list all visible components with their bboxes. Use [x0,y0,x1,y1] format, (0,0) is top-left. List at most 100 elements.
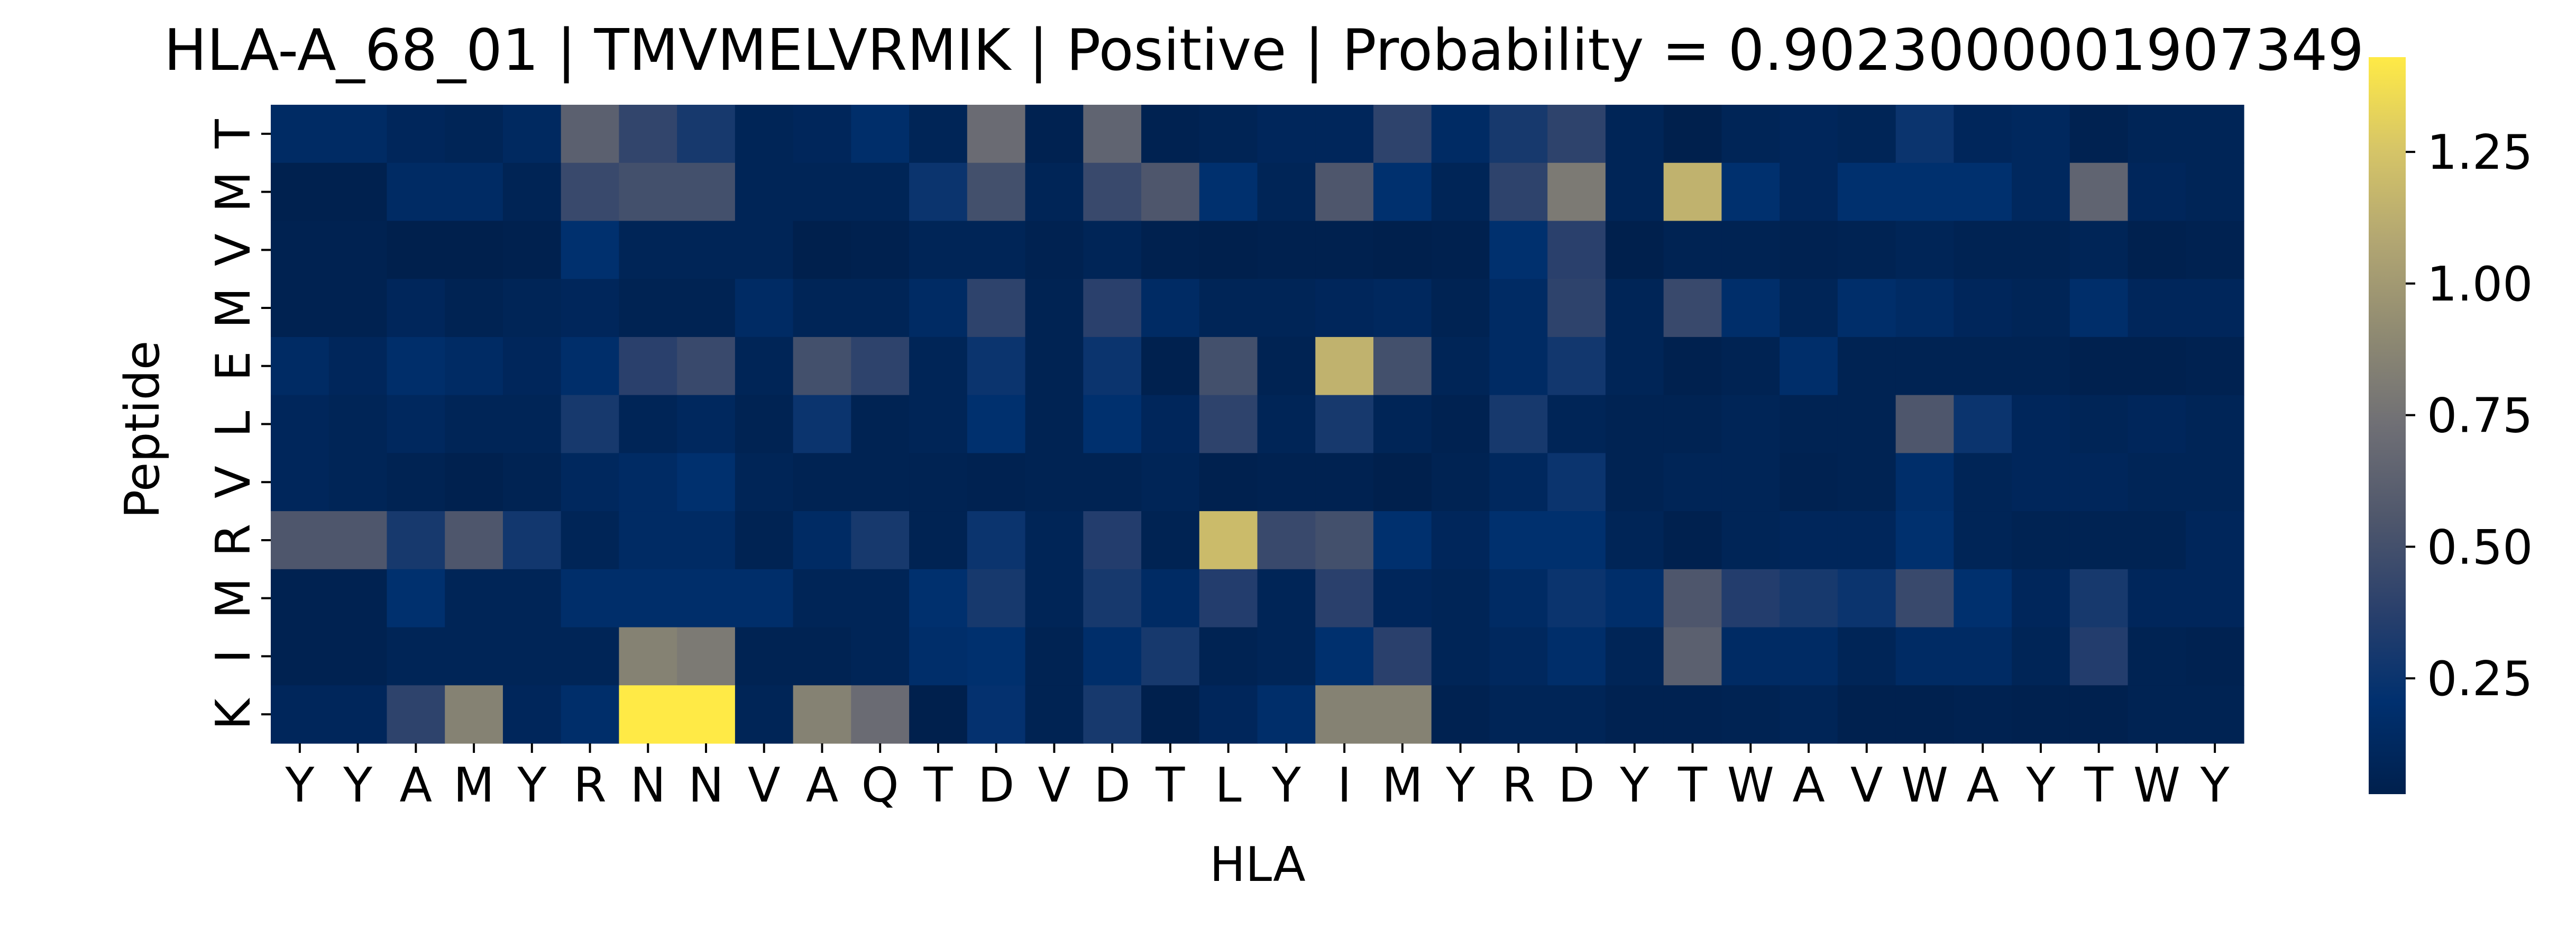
heatmap-cell [1199,627,1258,686]
heatmap-cell [1489,395,1548,453]
heatmap-cell [619,453,677,512]
heatmap-cell [1025,453,1084,512]
heatmap-cell [2128,395,2186,453]
heatmap-cell [2186,511,2244,570]
heatmap-cell [502,453,562,512]
heatmap-cell [909,105,968,163]
heatmap-cell [561,453,620,512]
heatmap-cell [387,221,445,279]
heatmap-cell [677,511,736,570]
heatmap-cell [2186,395,2244,453]
heatmap-cell [561,395,620,453]
heatmap-cell [1721,627,1780,686]
heatmap-cell [1431,685,1490,744]
heatmap-cell [1373,105,1432,163]
heatmap-cell [502,511,562,570]
x-axis-label: HLA [1209,837,1305,893]
x-tick-label: L [1215,758,1242,813]
heatmap-cell [328,105,388,163]
heatmap-cell [1721,336,1780,396]
heatmap-cell [1895,511,1954,570]
heatmap-cell [1373,453,1432,512]
heatmap-cell [328,336,388,396]
heatmap-cell [1954,105,2012,163]
heatmap-cell [1373,336,1432,396]
heatmap-cell [2012,395,2070,453]
heatmap-cell [1431,511,1490,570]
x-tick-label: A [1792,758,1825,813]
heatmap-cell [387,511,445,570]
heatmap-cell [561,627,620,686]
x-tick-label: V [1850,758,1883,813]
heatmap-cell [967,162,1026,222]
heatmap-cell [1489,336,1548,396]
heatmap-cell [1663,627,1722,686]
heatmap-cell [1025,569,1084,628]
heatmap-cell [1431,105,1490,163]
heatmap-cell [1315,336,1374,396]
heatmap-cell [619,685,677,744]
heatmap-cell [1954,453,2012,512]
heatmap-cell [1315,279,1374,338]
heatmap-cell [1025,279,1084,338]
heatmap-cell [1141,453,1200,512]
heatmap-cell [2012,569,2070,628]
heatmap-cell [1257,105,1316,163]
heatmap-cell [2069,511,2129,570]
heatmap-cell [1837,627,1896,686]
heatmap-cell [2128,685,2186,744]
heatmap-cell [1141,511,1200,570]
heatmap-cell [677,221,736,279]
heatmap-cell [1373,221,1432,279]
heatmap-cell [561,336,620,396]
x-tick-label: D [1094,758,1131,813]
heatmap-cell [967,685,1026,744]
heatmap-cell [1547,395,1606,453]
y-tick-label: I [206,649,261,663]
heatmap-cell [387,453,445,512]
heatmap-cell [2012,279,2070,338]
heatmap-cell [1199,569,1258,628]
heatmap-cell [793,336,851,396]
heatmap-cell [1837,162,1896,222]
heatmap-cell [1547,685,1606,744]
y-tick-label: R [206,524,261,557]
x-tick-label: D [978,758,1014,813]
heatmap-cell [1895,395,1954,453]
heatmap-cell [1605,569,1664,628]
heatmap-cell [1083,336,1142,396]
heatmap-cell [1315,685,1374,744]
heatmap-cell [1257,453,1316,512]
heatmap-cell [909,569,968,628]
heatmap-cell [445,453,503,512]
heatmap-cell [387,336,445,396]
colorbar-tick-label: 0.75 [2427,388,2533,444]
x-tick-label: W [1727,758,1774,813]
heatmap-cell [2069,569,2129,628]
heatmap-cell [1663,279,1722,338]
heatmap-cell [967,569,1026,628]
heatmap-cell [1721,221,1780,279]
heatmap-cell [1895,569,1954,628]
heatmap-cell [2128,511,2186,570]
heatmap-cell [1083,279,1142,338]
heatmap-cell [271,685,329,744]
heatmap-cell [967,279,1026,338]
heatmap-cell [1373,685,1432,744]
heatmap-cell [561,569,620,628]
heatmap-cell [1141,685,1200,744]
heatmap-cell [445,569,503,628]
heatmap-cell [2128,105,2186,163]
heatmap-cell [851,221,910,279]
heatmap-cell [1663,511,1722,570]
y-axis-label: Peptide [115,341,170,518]
heatmap-cell [1721,569,1780,628]
heatmap-cell [328,453,388,512]
heatmap-cell [502,105,562,163]
heatmap-cell [967,453,1026,512]
heatmap-cell [735,511,794,570]
heatmap-cell [619,279,677,338]
heatmap-cell [1547,453,1606,512]
heatmap-cell [2069,279,2129,338]
heatmap-cell [851,162,910,222]
